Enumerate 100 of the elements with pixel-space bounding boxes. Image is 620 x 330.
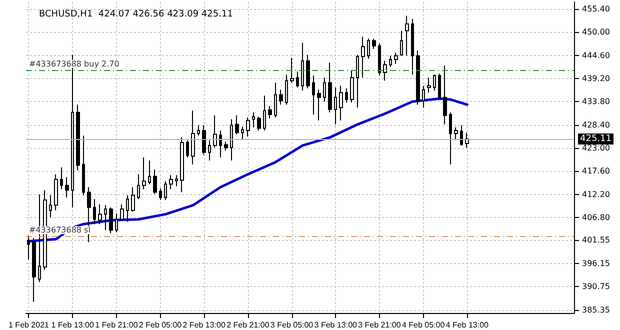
y-tick-label: 444.60	[582, 50, 610, 60]
candlestick	[339, 85, 343, 122]
candlestick	[109, 206, 113, 234]
candlestick	[213, 114, 217, 148]
candlestick	[323, 77, 326, 102]
candlestick	[137, 174, 140, 200]
candlestick	[235, 114, 239, 135]
candlestick	[60, 166, 63, 190]
y-tick-label: 385.35	[582, 305, 610, 314]
candlestick	[400, 30, 403, 56]
candlestick	[350, 69, 354, 104]
x-tick-label: 4 Feb 13:00	[446, 320, 490, 330]
candlestick	[93, 198, 96, 225]
candlestick	[131, 186, 135, 212]
candlestick	[438, 73, 441, 100]
candlestick	[159, 188, 162, 201]
y-tick-label: 417.60	[582, 166, 610, 176]
candlestick	[49, 194, 52, 218]
x-tick-label: 3 Feb 13:00	[314, 320, 358, 330]
candlestick	[361, 36, 365, 78]
x-tick-label: 2 Feb 21:00	[226, 320, 270, 330]
candlestick	[443, 65, 447, 125]
candlestick	[208, 140, 211, 162]
candlestick	[296, 71, 299, 88]
candlestick	[433, 74, 436, 91]
candlestick	[142, 157, 146, 190]
candlestick	[241, 126, 244, 140]
candlestick	[153, 169, 157, 195]
candlestick	[422, 85, 425, 108]
candlestick	[454, 126, 458, 140]
candlestick	[246, 117, 250, 137]
candlestick	[378, 43, 381, 76]
candlestick	[317, 89, 321, 122]
y-tick-label: 423.00	[582, 144, 610, 153]
candlestick	[27, 235, 30, 260]
x-tick-label: 1 Feb 13:00	[51, 320, 94, 330]
candlestick	[268, 105, 272, 119]
candlestick	[367, 38, 370, 60]
candlestick	[180, 136, 184, 193]
candlestick	[312, 74, 315, 116]
x-tick-label: 1 Feb 21:00	[95, 320, 138, 330]
candlestick	[104, 204, 107, 231]
candlestick	[279, 89, 283, 106]
candlestick	[334, 86, 337, 125]
y-tick-label: 412.20	[582, 190, 610, 199]
y-tick-label: 396.15	[582, 258, 610, 268]
y-tick-label: 433.80	[582, 97, 610, 106]
x-tick-label: 4 Feb 05:00	[402, 320, 446, 330]
candlestick	[82, 135, 85, 196]
candlestick	[416, 50, 420, 106]
candlestick	[169, 174, 173, 190]
line-series	[27, 97, 468, 243]
candlestick	[197, 124, 200, 136]
y-tick-label: 406.80	[582, 213, 610, 222]
candlestick	[175, 174, 178, 187]
candlestick	[460, 124, 463, 146]
x-tick-label: 1 Feb 2021	[8, 320, 50, 330]
candlestick	[427, 77, 431, 94]
candlestick	[449, 112, 452, 165]
ref-line-label: 425.11	[580, 134, 612, 144]
candlestick	[76, 104, 80, 171]
text: BCHUSD,H1 424.07 426.56 423.09 425.11	[39, 10, 233, 20]
candlestick	[115, 212, 118, 233]
candlestick	[306, 54, 310, 89]
x-tick-label: 3 Feb 21:00	[358, 320, 402, 330]
candlestick	[252, 112, 255, 128]
ref-line-label: #433673688 buy 2.70	[29, 59, 120, 68]
y-tick-label: 439.20	[582, 74, 610, 83]
x-tick-label: 2 Feb 05:00	[138, 320, 182, 330]
candlestick	[230, 118, 233, 162]
y-tick-label: 450.00	[582, 28, 610, 37]
candlestick	[32, 238, 36, 302]
candlestick	[186, 140, 189, 158]
candlestick	[372, 38, 376, 50]
candlestick	[98, 204, 102, 225]
x-tick-label: 2 Feb 13:00	[182, 320, 226, 330]
candlestick	[394, 52, 398, 64]
candlestick	[301, 42, 304, 91]
y-tick-label: 428.40	[582, 120, 610, 130]
candlestick	[65, 176, 69, 198]
y-tick-label: 390.75	[582, 282, 610, 292]
candlestick	[274, 82, 277, 118]
candlestick	[224, 141, 228, 152]
candlestick	[126, 194, 129, 222]
candlestick	[164, 180, 167, 201]
candlestick	[191, 110, 195, 165]
x-tick-label: 3 Feb 05:00	[270, 320, 314, 330]
candlestick	[389, 55, 392, 68]
y-tick-label: 455.40	[582, 4, 610, 14]
candlestick	[383, 60, 387, 82]
candlestick	[263, 95, 266, 131]
candlestick	[54, 174, 58, 211]
candlestick	[257, 116, 261, 131]
candlestick	[120, 204, 124, 221]
candlestick	[328, 62, 332, 113]
ref-line-label: #433673688 sl	[29, 226, 90, 235]
y-tick-label: 401.55	[582, 236, 610, 245]
candlestick	[345, 88, 348, 104]
candlestick	[148, 160, 151, 185]
candlestick	[290, 57, 294, 84]
